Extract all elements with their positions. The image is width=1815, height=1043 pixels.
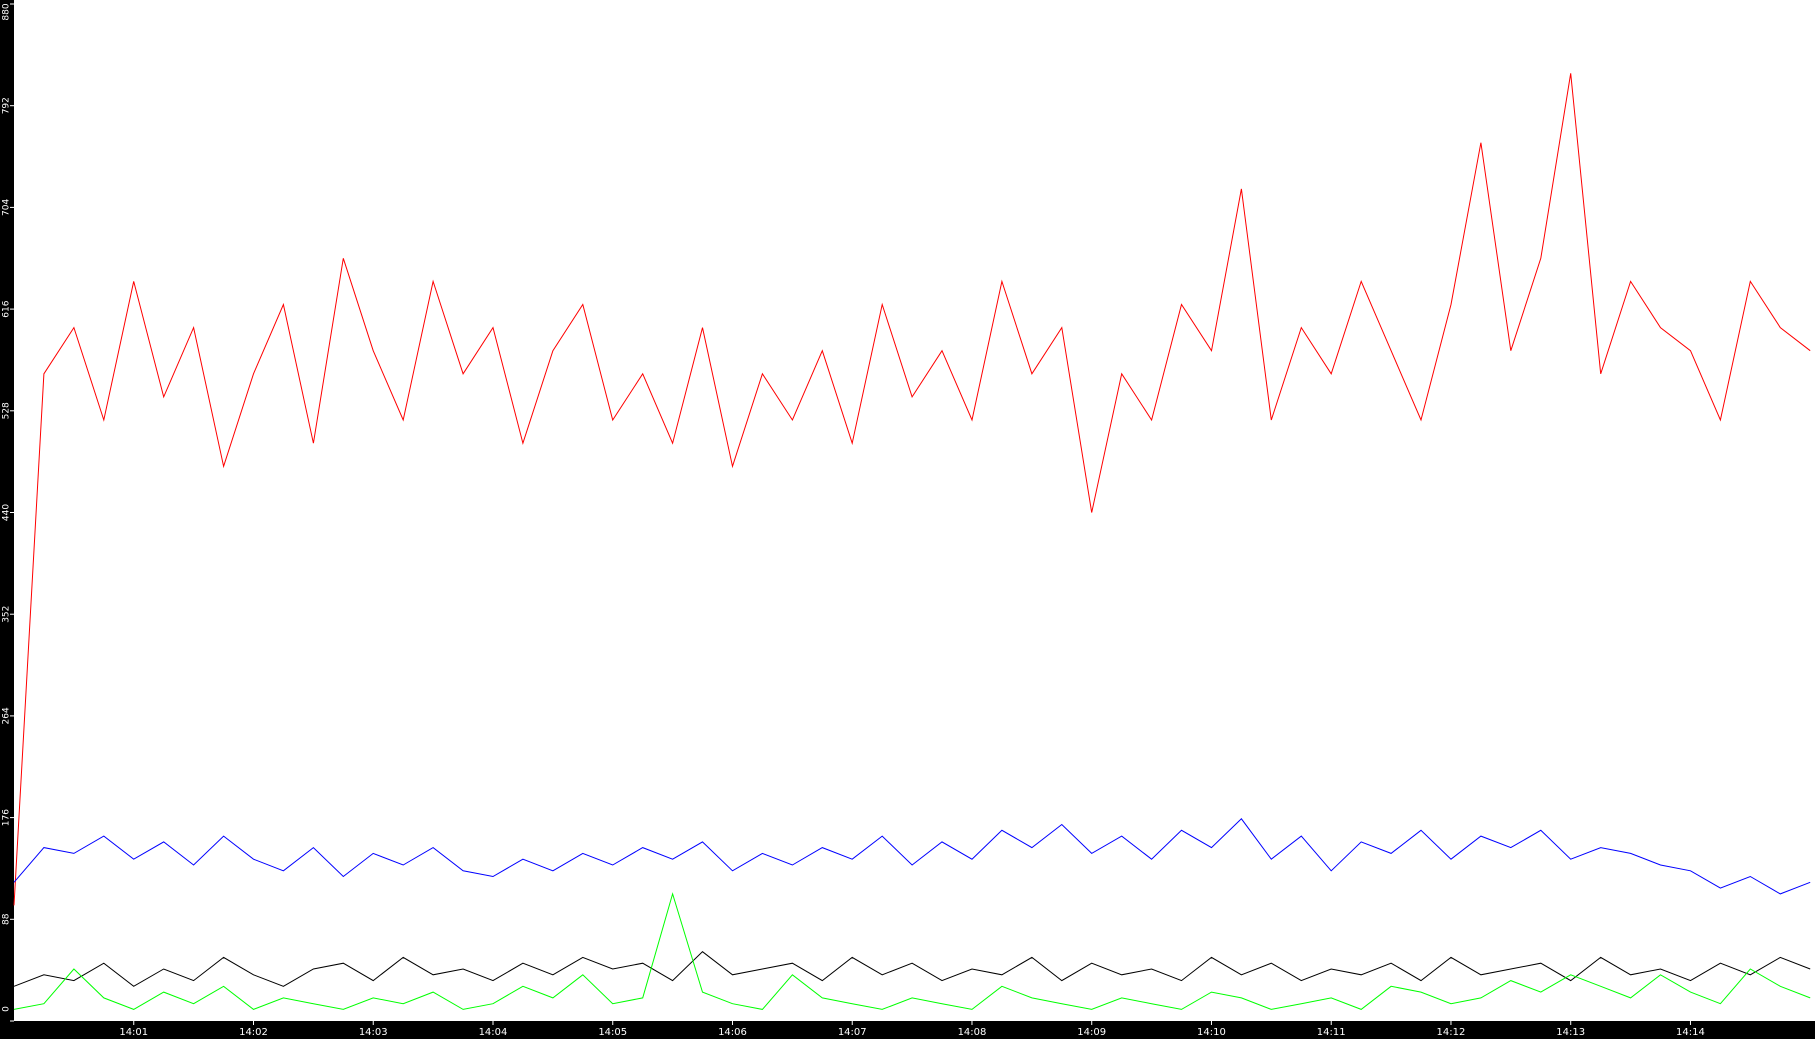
y-tick-label: 176 <box>2 809 12 826</box>
y-tick-label: 880 <box>2 3 12 20</box>
y-tick-label: 352 <box>2 606 12 623</box>
y-tick-label: 440 <box>2 504 12 521</box>
x-tick-label: 14:11 <box>1317 1027 1346 1038</box>
x-tick-label: 14:14 <box>1676 1027 1705 1038</box>
y-tick-label: 704 <box>2 199 12 216</box>
x-tick-label: 14:04 <box>479 1027 508 1038</box>
y-tick-label: 0 <box>2 1006 12 1012</box>
x-tick-label: 14:09 <box>1077 1027 1106 1038</box>
x-tick-label: 14:02 <box>239 1027 268 1038</box>
y-tick-label: 792 <box>2 97 12 114</box>
y-tick-label: 616 <box>2 300 12 317</box>
y-tick-label: 528 <box>2 402 12 419</box>
x-tick-label: 14:13 <box>1556 1027 1585 1038</box>
x-tick-label: 14:05 <box>598 1027 627 1038</box>
y-axis-strip <box>0 0 14 1039</box>
series-line <box>13 892 1811 1010</box>
x-tick-label: 14:03 <box>359 1027 388 1038</box>
x-tick-label: 14:12 <box>1437 1027 1466 1038</box>
y-tick-label: 88 <box>2 913 12 925</box>
x-tick-label: 14:08 <box>958 1027 987 1038</box>
x-tick-label: 14:01 <box>119 1027 148 1038</box>
x-axis-strip <box>0 1021 1815 1039</box>
x-tick-label: 14:07 <box>838 1027 867 1038</box>
x-tick-label: 14:06 <box>718 1027 747 1038</box>
y-tick-label: 264 <box>2 707 12 724</box>
x-tick-label: 14:10 <box>1197 1027 1226 1038</box>
series-line <box>13 951 1811 987</box>
series-line <box>13 73 1811 906</box>
series-line <box>13 818 1811 895</box>
